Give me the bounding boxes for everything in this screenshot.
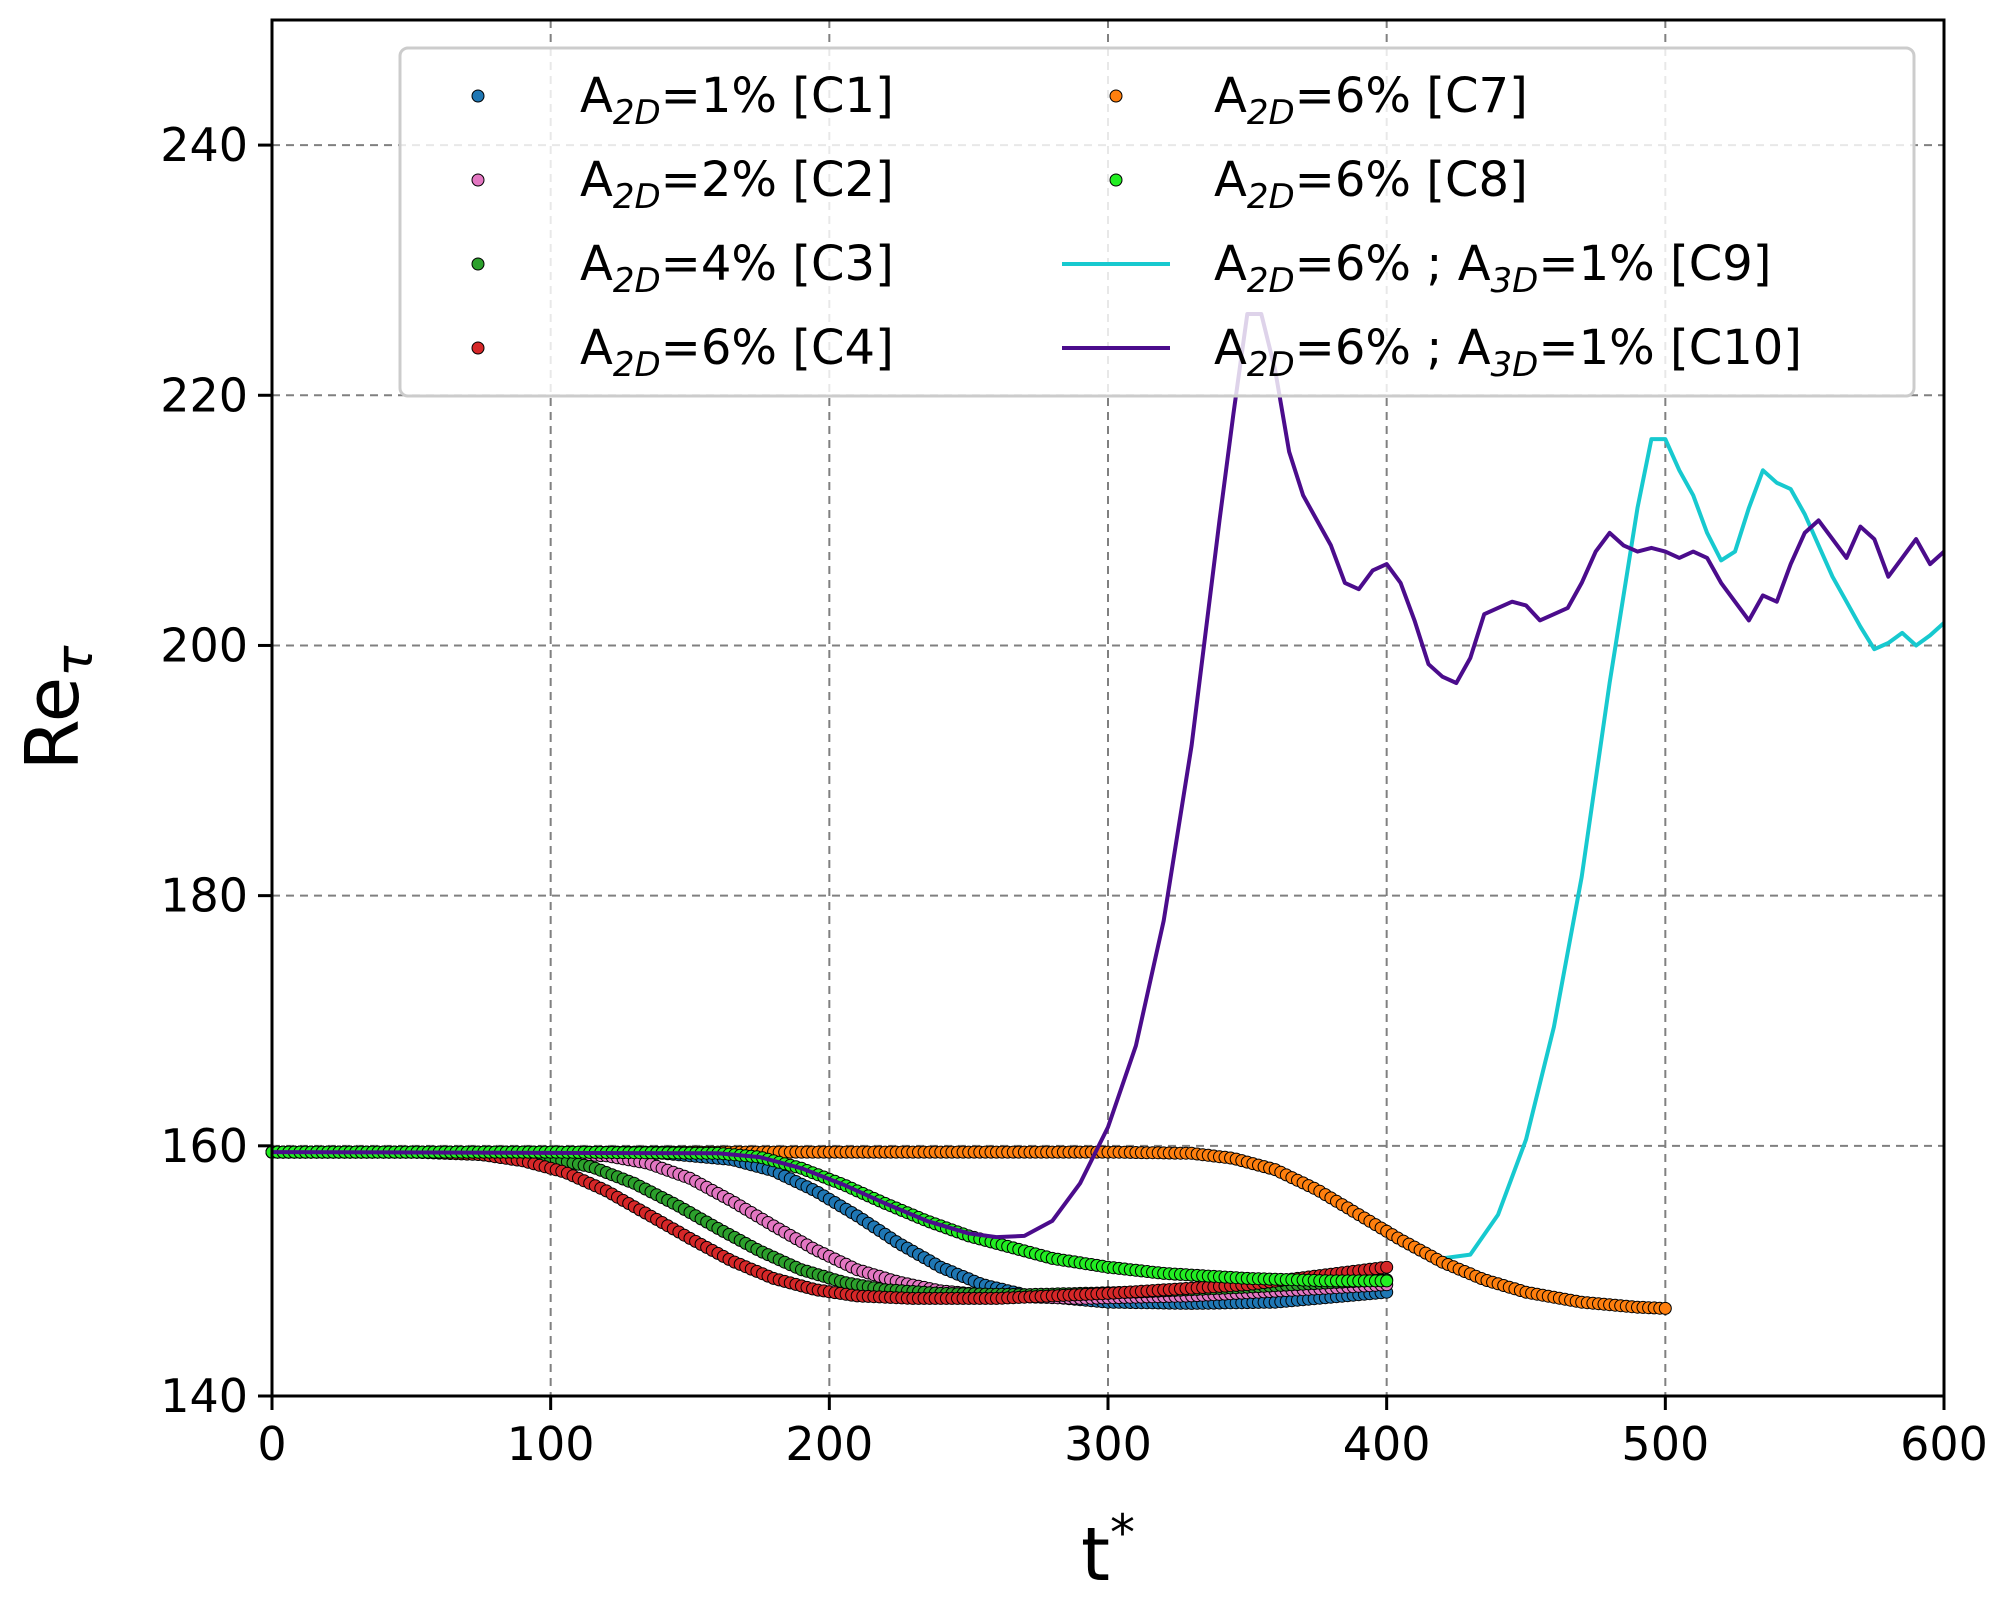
x-tick-label: 0 (257, 1417, 286, 1471)
legend-item-8: A2D=6% ; A3D=1% [C10] (1062, 320, 1802, 385)
y-tick-label: 240 (160, 118, 248, 172)
y-tick-label: 160 (160, 1119, 248, 1173)
y-axis-label-main: Re (10, 677, 96, 771)
x-axis-label: t* (1081, 1504, 1135, 1598)
x-tick-label: 200 (785, 1417, 873, 1471)
legend: A2D=1% [C1] A2D=2% [C2] A2D=4% [C3] A2D=6% … (398, 46, 1916, 398)
legend-item-6: A2D=6% [C8] (1109, 152, 1528, 217)
y-tick-label: 220 (160, 368, 248, 422)
x-tick-label: 300 (1064, 1417, 1152, 1471)
legend-label: A2D=6% ; A3D=1% [C9] (1214, 236, 1772, 301)
legend-marker (1109, 173, 1123, 187)
series-point (1658, 1301, 1672, 1315)
legend-label: A2D=6% [C7] (1214, 68, 1528, 133)
legend-label: A2D=4% [C3] (580, 236, 894, 301)
legend-item-1: A2D=1% [C1] (471, 68, 894, 133)
legend-item-4: A2D=6% [C4] (471, 320, 894, 385)
y-tick-label: 180 (160, 869, 248, 923)
x-axis-label-sup: * (1110, 1504, 1135, 1562)
legend-label: A2D=1% [C1] (580, 68, 894, 133)
legend-item-7: A2D=6% ; A3D=1% [C9] (1062, 236, 1772, 301)
legend-marker (471, 89, 485, 103)
x-axis-label-main: t (1081, 1512, 1110, 1598)
legend-label: A2D=2% [C2] (580, 152, 894, 217)
y-tick-label: 200 (160, 618, 248, 672)
x-tick-label: 100 (507, 1417, 595, 1471)
legend-item-2: A2D=2% [C2] (471, 152, 894, 217)
legend-label: A2D=6% [C4] (580, 320, 894, 385)
legend-marker (471, 257, 485, 271)
legend-marker (471, 173, 485, 187)
x-tick-label: 400 (1343, 1417, 1431, 1471)
legend-item-5: A2D=6% [C7] (1109, 68, 1528, 133)
series-line (271, 312, 1946, 1240)
ticks: 0 100 200 300 400 500 600 140 160 180 200 220 240 (160, 118, 1988, 1471)
x-tick-label: 600 (1900, 1417, 1988, 1471)
legend-item-3: A2D=4% [C3] (471, 236, 894, 301)
legend-label: A2D=6% [C8] (1214, 152, 1528, 217)
legend-label: A2D=6% ; A3D=1% [C10] (1214, 320, 1802, 385)
y-axis-label: Reτ (10, 645, 105, 771)
series-layer (265, 312, 1946, 1315)
legend-box (398, 46, 1916, 398)
legend-marker (471, 341, 485, 355)
y-axis-label-sub: τ (45, 645, 105, 677)
y-tick-label: 140 (160, 1369, 248, 1423)
series-point (1380, 1274, 1394, 1288)
series-point (1380, 1260, 1394, 1274)
series-8 (271, 312, 1946, 1240)
x-tick-label: 500 (1621, 1417, 1709, 1471)
legend-marker (1109, 89, 1123, 103)
